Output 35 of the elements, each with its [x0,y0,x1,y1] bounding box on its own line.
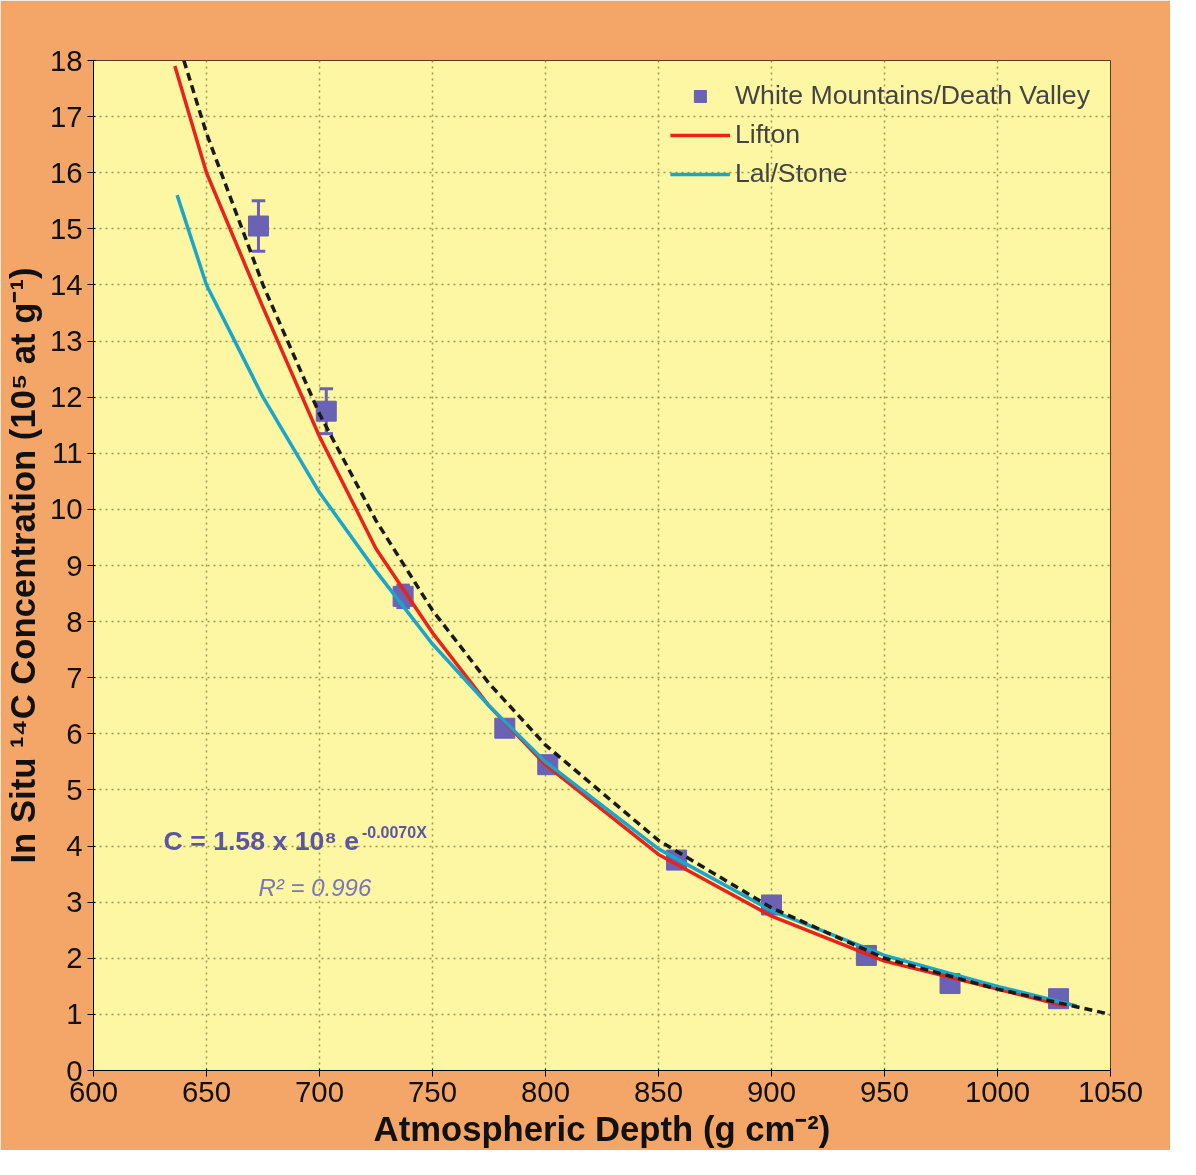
y-tick-label: 14 [49,267,83,301]
y-tick-label: 1 [66,997,83,1031]
y-tick-label: 5 [66,772,83,806]
y-tick-label: 3 [66,885,83,919]
point [247,215,269,237]
y-tick-label: 6 [66,716,83,750]
x-tick-label: 950 [860,1074,909,1108]
x-tick-label: 800 [521,1074,570,1108]
annotation: R² = 0.996 [258,873,372,901]
legend-label: White Mountains/Death Valley [734,80,1090,111]
y-axis-title: In Situ ¹⁴C Concentration (10⁵ at g⁻¹) [3,267,42,864]
y-tick-label: 12 [49,380,83,414]
y-tick-label: 15 [49,211,83,245]
y-tick-label: 11 [52,436,83,470]
y-tick-label: 8 [66,604,83,638]
y-tick-label: 10 [49,492,83,526]
x-tick-label: 850 [634,1074,683,1108]
y-tick-label: 16 [49,155,83,189]
x-tick-label: 1000 [964,1074,1031,1108]
x-tick-label: 750 [408,1074,457,1108]
y-tick-label: 9 [66,548,83,582]
y-tick-label: 18 [49,43,83,77]
x-tick-label: 1050 [1077,1074,1144,1108]
x-tick-label: 900 [747,1074,796,1108]
x-tick-label: 650 [182,1074,231,1108]
x-axis-title: Atmospheric Depth (g cm⁻²) [373,1109,831,1148]
y-tick-label: 2 [66,941,83,975]
legend-label: Lifton [734,119,801,150]
x-tick-label: 700 [295,1074,344,1108]
point [315,400,337,422]
y-tick-label: 4 [66,829,83,863]
legend-label: Lal/Stone [734,158,848,189]
y-tick-label: 13 [49,324,83,358]
y-tick-label: 17 [49,99,83,133]
y-tick-label: 7 [66,660,83,694]
